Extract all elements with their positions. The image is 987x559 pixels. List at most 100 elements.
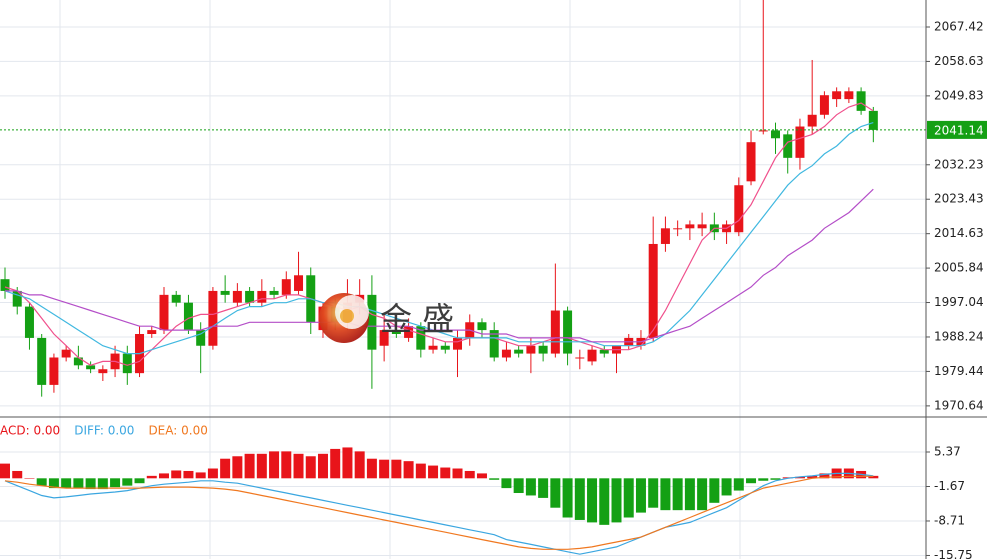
candle-body (734, 185, 744, 233)
candle-body (453, 337, 463, 350)
macd-bar (648, 478, 659, 508)
macd-bar (746, 478, 757, 484)
y-tick-label: 1970.64 (934, 398, 984, 412)
vertical-grid (59, 0, 741, 559)
candle-body (367, 294, 377, 350)
macd-bar (807, 475, 818, 479)
candle-body (477, 322, 487, 331)
macd-bar (232, 456, 243, 479)
macd-bar (562, 478, 573, 518)
candle-body (575, 357, 585, 359)
candle-body (746, 142, 756, 182)
macd-bar (171, 470, 182, 479)
macd-bar (391, 459, 402, 479)
candle-body (807, 114, 817, 127)
macd-bar (489, 478, 500, 480)
macd-bar (0, 463, 10, 479)
candle-body (147, 330, 157, 335)
candle-body (514, 349, 524, 354)
candle-body (98, 369, 108, 374)
y-tick-label: -1.67 (934, 479, 965, 493)
candle-body (673, 228, 683, 230)
macd-bar (770, 478, 781, 480)
macd-bar (721, 478, 732, 496)
macd-bar (97, 478, 108, 490)
candle-body (526, 345, 536, 354)
candle-body (832, 91, 842, 100)
macd-bar (146, 475, 157, 479)
candle-body (428, 345, 438, 350)
y-tick-label: -15.75 (934, 548, 973, 559)
candle-body (281, 279, 291, 295)
macd-bar (819, 473, 830, 479)
macd-bar (281, 451, 292, 479)
macd-legend: ACD: 0.00 (0, 424, 60, 438)
candle-body (73, 357, 83, 366)
macd-bar (195, 472, 206, 479)
logo: 金 盛 (319, 293, 454, 343)
macd-bar (366, 458, 377, 479)
macd-bar (330, 448, 341, 479)
macd-bar (305, 456, 316, 479)
macd-bar (660, 478, 671, 511)
macd-bar (354, 451, 365, 479)
candle-body (795, 126, 805, 158)
candle-body (196, 330, 206, 346)
candle-body (245, 290, 255, 303)
candle-body (391, 330, 401, 335)
candle-body (232, 290, 242, 303)
candle-body (660, 228, 670, 244)
last-price-box (927, 120, 987, 139)
candle-body (538, 345, 548, 354)
macd-bar (538, 478, 549, 498)
y-tick-label: 1988.24 (934, 329, 984, 343)
candle-body (416, 326, 426, 350)
macd-bar (110, 478, 121, 488)
macd-bar (428, 465, 439, 479)
macd-bar (709, 478, 720, 503)
macd-bar (379, 459, 390, 479)
macd-bar (501, 478, 512, 489)
macd-bar (574, 478, 585, 520)
diff-line (4, 472, 874, 555)
macd-bar (122, 478, 133, 486)
candle-body (12, 290, 22, 307)
macd-bar (672, 478, 683, 511)
dea-line (4, 475, 874, 550)
macd-bar (611, 478, 622, 523)
macd-bar (684, 478, 695, 511)
candle-body (0, 279, 10, 291)
candle-body (770, 130, 780, 139)
macd-bar (697, 478, 708, 511)
candle-body (489, 330, 499, 358)
candle-body (61, 349, 71, 358)
macd-bar (36, 478, 47, 486)
macd-bar (73, 478, 84, 489)
candle-body (86, 365, 96, 370)
logo-icon-dot (340, 309, 354, 323)
candle-body (856, 91, 866, 111)
candle-body (844, 91, 854, 100)
macd-bar (403, 461, 414, 479)
macd-bar (220, 458, 231, 479)
macd-bar (207, 468, 218, 479)
candle-body (440, 345, 450, 350)
macd-legend: DEA: 0.00 (148, 424, 207, 438)
last-price-label: 2041.14 (934, 123, 984, 137)
y-tick-label: 2032.23 (934, 157, 984, 171)
ma-line (5, 188, 874, 343)
candle-body (819, 95, 829, 115)
candle-body (208, 290, 218, 346)
macd-bar (48, 478, 59, 489)
macd-bar (758, 478, 769, 481)
macd-bar (733, 478, 744, 491)
candle-body (37, 337, 47, 385)
macd-bar (12, 470, 23, 479)
candle-body (220, 290, 230, 295)
candle-body (685, 224, 695, 229)
macd-bar (85, 478, 96, 490)
candle-body (758, 130, 768, 132)
macd-bar (24, 478, 35, 479)
macd-bar (525, 478, 536, 496)
